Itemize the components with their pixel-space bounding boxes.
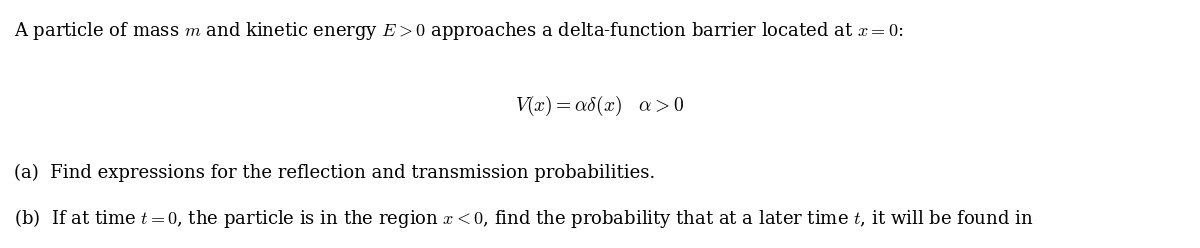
Text: (b)  If at time $t = 0$, the particle is in the region $x < 0$, find the probabi: (b) If at time $t = 0$, the particle is …: [14, 207, 1033, 230]
Text: A particle of mass $m$ and kinetic energy $E > 0$ approaches a delta-function ba: A particle of mass $m$ and kinetic energ…: [14, 20, 904, 42]
Text: $V(x) = \alpha\delta(x) \quad \alpha > 0$: $V(x) = \alpha\delta(x) \quad \alpha > 0…: [516, 94, 684, 118]
Text: (a)  Find expressions for the reflection and transmission probabilities.: (a) Find expressions for the reflection …: [14, 164, 655, 182]
Text: the region $a \leq x \leq b$, with $a, b > 0$.: the region $a \leq x \leq b$, with $a, b…: [66, 246, 353, 248]
